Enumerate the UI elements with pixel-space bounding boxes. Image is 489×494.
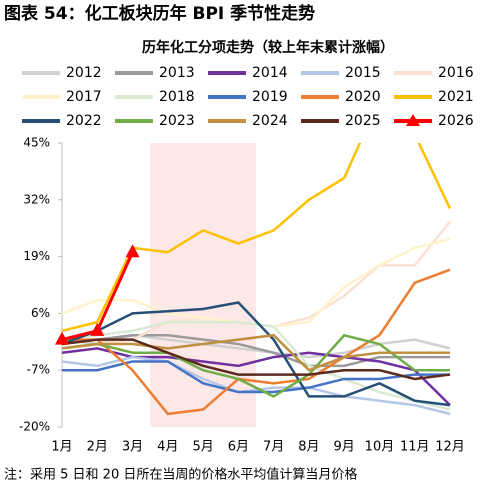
- series-line: [61, 338, 451, 381]
- legend-label: 2015: [345, 65, 381, 81]
- legend-label: 2013: [159, 65, 195, 81]
- series-line: [61, 301, 451, 407]
- note: 注：采用 5 日和 20 日所在当周的价格水平均值计算当月价格: [4, 467, 357, 483]
- point-marker: [55, 331, 69, 345]
- y-tick-label: 32%: [23, 192, 50, 206]
- legend-label: 2025: [345, 113, 381, 129]
- x-tick-label: 8月: [298, 440, 319, 455]
- series-line: [61, 355, 451, 416]
- legend-label: 2020: [345, 89, 381, 105]
- x-tick-label: 6月: [228, 440, 249, 455]
- y-tick-label: 45%: [23, 136, 50, 150]
- point-marker: [90, 322, 105, 336]
- chart-title: 图表 54：化工板块历年 BPI 季节性走势: [4, 3, 315, 24]
- legend-label: 2024: [252, 113, 288, 129]
- x-tick-label: 11月: [400, 440, 430, 455]
- x-tick-label: 2月: [87, 440, 108, 455]
- legend-label: 2019: [252, 89, 288, 105]
- series-line: [61, 143, 452, 333]
- legend-label: 2012: [66, 65, 102, 81]
- x-tick-label: 5月: [192, 440, 213, 455]
- y-tick-label: 6%: [31, 306, 50, 320]
- legend-label: 2016: [438, 65, 474, 81]
- x-tick-label: 9月: [334, 440, 355, 455]
- plot-area: [55, 143, 452, 416]
- x-tick-label: 1月: [51, 440, 72, 455]
- y-tick-label: -20%: [19, 420, 50, 434]
- legend-label: 2021: [438, 89, 474, 105]
- series-line: [61, 333, 450, 398]
- legend-label: 2023: [159, 113, 195, 129]
- legend-label: 2014: [252, 65, 288, 81]
- legend-label: 2026: [438, 113, 474, 129]
- chart-subtitle: 历年化工分项走势（较上年末累计涨幅）: [142, 39, 394, 56]
- y-tick-label: -7%: [27, 363, 50, 377]
- series-line: [62, 360, 450, 394]
- y-tick-label: 19%: [23, 249, 50, 263]
- x-tick-label: 12月: [435, 440, 465, 455]
- legend-marker: [406, 114, 420, 126]
- legend-label: 2017: [66, 89, 102, 105]
- legend-label: 2022: [66, 113, 102, 129]
- x-tick-label: 7月: [263, 440, 284, 455]
- legend-label: 2018: [159, 89, 195, 105]
- x-tick-label: 4月: [157, 440, 178, 455]
- series-line: [62, 268, 451, 416]
- series-line: [61, 333, 450, 368]
- x-tick-label: 3月: [122, 440, 143, 455]
- series-line: [61, 320, 451, 411]
- x-tick-label: 10月: [365, 440, 395, 455]
- series-line: [61, 333, 450, 372]
- series-line: [61, 347, 451, 407]
- point-marker: [125, 244, 140, 258]
